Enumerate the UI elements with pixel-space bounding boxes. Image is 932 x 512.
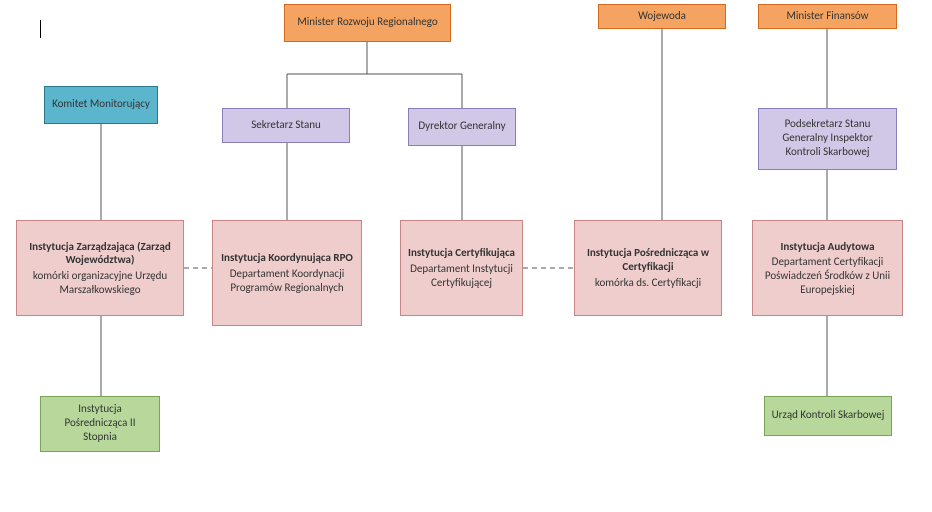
node-inst-audyt: Instytucja Audytowa Departament Certyfik… [752, 220, 903, 316]
node-urzad-kontroli: Urząd Kontroli Skarbowej [764, 396, 892, 436]
node-podsekretarz: Podsekretarz Stanu Generalny Inspektor K… [758, 108, 897, 170]
node-title: Instytucja Pośrednicząca II Stopnia [47, 402, 153, 443]
node-title: Minister Finansów [786, 9, 868, 23]
node-title: Minister Rozwoju Regionalnego [297, 15, 437, 29]
node-title: Dyrektor Generalny [418, 119, 505, 133]
node-inst-posr-ii: Instytucja Pośrednicząca II Stopnia [40, 396, 160, 452]
node-title: Sekretarz Stanu [251, 118, 321, 132]
text-cursor [40, 20, 41, 38]
node-wojewoda: Wojewoda [598, 4, 726, 29]
node-minister-finansow: Minister Finansów [758, 4, 897, 29]
node-inst-zarz: Instytucja Zarządzająca (Zarząd Wojewódz… [16, 220, 184, 316]
node-komitet: Komitet Monitorujący [44, 86, 158, 124]
node-sub: Departament Koordynacji Programów Region… [219, 267, 355, 295]
node-title: Urząd Kontroli Skarbowej [772, 408, 885, 422]
node-sub: komórki organizacyjne Urzędu Marszałkows… [23, 269, 177, 297]
node-title: Podsekretarz Stanu Generalny Inspektor K… [765, 117, 890, 158]
node-title: Instytucja Koordynująca RPO [221, 251, 353, 265]
node-sekretarz: Sekretarz Stanu [222, 108, 350, 143]
node-sub: komórka ds. Certyfikacji [595, 276, 701, 290]
node-title: Instytucja Certyfikująca [408, 246, 515, 260]
node-inst-koord: Instytucja Koordynująca RPO Departament … [212, 220, 362, 326]
node-sub: Departament Certyfikacji Poświadczeń Śro… [759, 255, 896, 296]
node-minister-rozwoju: Minister Rozwoju Regionalnego [284, 4, 451, 42]
node-inst-posr-cert: Instytucja Pośrednicząca w Certyfikacji … [574, 220, 722, 316]
node-title: Instytucja Audytowa [780, 240, 874, 254]
node-title: Wojewoda [638, 9, 686, 23]
node-inst-cert: Instytucja Certyfikująca Departament Ins… [400, 220, 523, 316]
node-sub: Departament Instytucji Certyfikującej [407, 262, 516, 290]
node-title: Instytucja Pośrednicząca w Certyfikacji [581, 246, 715, 274]
node-title: Instytucja Zarządzająca (Zarząd Wojewódz… [23, 240, 177, 268]
node-title: Komitet Monitorujący [52, 97, 150, 111]
node-dyrektor: Dyrektor Generalny [408, 108, 516, 146]
